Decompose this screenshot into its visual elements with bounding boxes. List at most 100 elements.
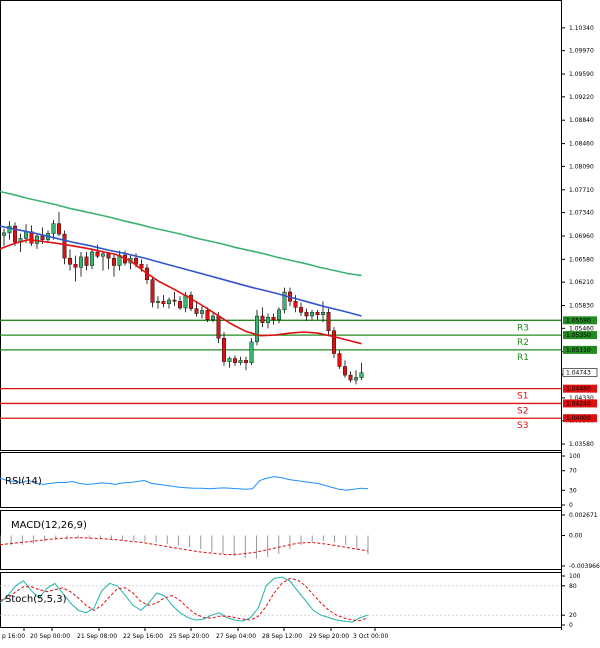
candle-body [348,374,353,381]
price-tick-label: 1.08090 [569,163,594,170]
stoch-panel-frame [0,572,562,628]
candle-body [282,291,287,311]
price-tick-label: 1.09590 [569,71,594,78]
candle-body [73,264,78,268]
candle-body [78,256,83,268]
level-price-label: 1.05350 [566,332,591,339]
rsi-line [0,476,369,491]
stoch-tick-label: 20 [569,612,577,619]
moving-average-line [0,190,362,277]
time-tick-label: 20 Sep 00:00 [30,633,70,640]
candle-body [332,330,337,354]
candle-body [161,301,166,304]
level-label: R3 [517,323,529,333]
candle-body [177,301,182,309]
price-tick-label: 1.09220 [569,94,594,101]
candle-body [260,315,265,323]
candle-body [155,301,160,303]
rsi-panel-frame [0,452,562,508]
candle-body [243,360,248,363]
candle-body [210,315,215,320]
candle-body [40,235,45,240]
level-price-box [563,414,597,423]
candle-body [337,353,342,367]
level-price-label: 1.05590 [566,317,591,324]
candle-body [194,308,199,314]
price-tick-label: 1.10340 [569,25,594,32]
time-tick-label: 27 Sep 04:00 [216,633,256,640]
candle-body [326,312,331,331]
price-tick-label: 1.07340 [569,210,594,217]
rsi-panel: 100 70 30 0 [0,453,581,509]
macd-signal-line [0,537,369,556]
candle-body [2,232,6,236]
moving-average-line [0,238,362,345]
stoch-panel: 100 80 20 0 [0,573,581,629]
candle-body [117,254,122,266]
candle-body [172,299,177,302]
time-tick-label: 3 Oct 00:00 [353,633,388,640]
rsi-tick-label: 70 [569,468,577,475]
candle-body [266,317,271,323]
level-price-label: 1.05110 [566,347,591,354]
candle-body [95,251,100,257]
level-price-box [563,331,597,340]
level-price-box [563,316,597,325]
candle-body [304,312,309,317]
candle-body [359,372,364,378]
macd-panel: 0.002671 0.00 -0.003966 [0,512,600,570]
candle-body [321,312,326,315]
stoch-title: Stoch(5,5,3) [5,594,67,605]
time-tick-label: p 16:00 [2,633,25,640]
level-price-box [563,345,597,354]
candle-body [62,233,67,259]
candle-body [271,317,276,320]
candle-body [67,257,72,265]
stoch-tick-label: 80 [569,583,577,590]
macd-tick-label: 0.002671 [569,512,598,519]
candle-body [188,294,193,309]
macd-tick-label: -0.003966 [569,563,600,570]
candle-body [51,223,56,234]
candle-body [106,253,111,259]
level-price-box [563,399,597,408]
moving-average-line [0,225,362,317]
candle-body [139,264,144,269]
price-tick-label: 1.03580 [569,441,594,448]
rsi-tick-label: 0 [569,502,573,509]
candle-body [35,235,40,244]
level-price-box [563,384,597,393]
candle-body [221,337,226,362]
candle-body [7,225,12,234]
candle-body [199,310,204,314]
level-label: S3 [517,421,528,431]
candle-body [57,223,62,235]
time-tick-label: 28 Sep 12:00 [262,633,302,640]
candle-body [84,256,89,266]
stoch-tick-label: 0 [569,622,573,629]
level-label: R1 [517,353,529,363]
main-panel-frame [0,0,562,451]
candle-body [150,279,155,303]
macd-tick-label: 0.00 [569,533,583,540]
time-tick-label: 22 Sep 16:00 [123,633,163,640]
candle-body [299,307,304,313]
price-tick-label: 1.05460 [569,325,594,332]
price-tick-label: 1.06210 [569,279,594,286]
time-axis: p 16:00 20 Sep 00:00 21 Sep 08:00 22 Sep 16… [2,628,388,640]
price-tick-label: 1.07710 [569,187,594,194]
time-tick-label: 29 Sep 20:00 [309,633,349,640]
candle-body [216,315,221,339]
level-price-label: 1.04480 [566,386,591,393]
candle-body [12,225,17,243]
candle-body [111,257,116,266]
candle-body [24,231,29,239]
candle-body [100,253,105,257]
rsi-tick-label: 100 [569,453,581,460]
stoch-d-line [0,577,369,622]
stoch-tick-label: 100 [569,573,581,580]
candle-body [277,309,282,320]
current-price-box [562,368,598,377]
level-price-label: 1.04000 [566,415,591,422]
